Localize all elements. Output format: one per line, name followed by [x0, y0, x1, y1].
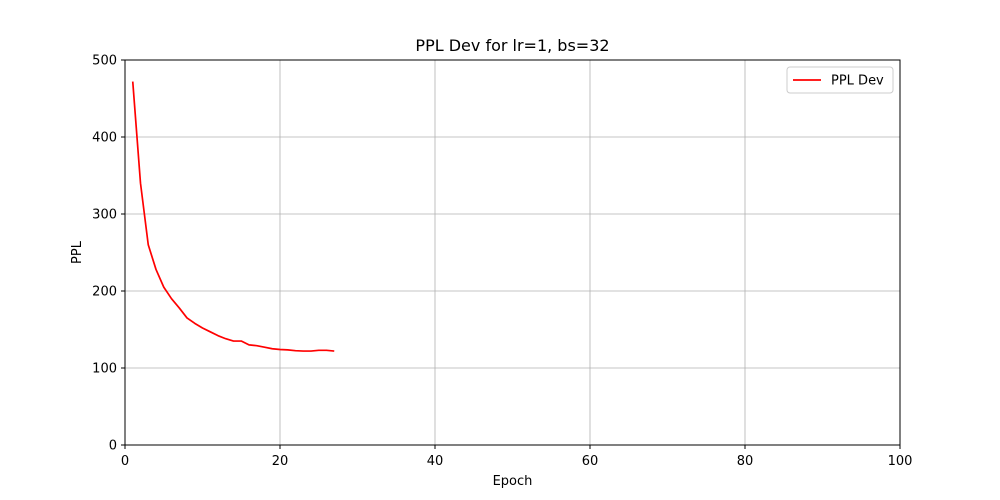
- chart-title: PPL Dev for lr=1, bs=32: [415, 36, 609, 55]
- legend: PPL Dev: [786, 66, 894, 94]
- ticks: 0 20 40 60 80 100 0 100 200 300 400 500: [92, 54, 912, 470]
- y-tick-label: 300: [92, 208, 117, 223]
- x-tick-label: 100: [888, 454, 913, 469]
- x-tick-label: 20: [272, 454, 289, 469]
- x-axis-label: Epoch: [493, 474, 533, 489]
- x-tick-label: 60: [582, 454, 599, 469]
- x-tick-label: 0: [121, 454, 129, 469]
- y-axis-label: PPL: [70, 240, 85, 264]
- plot-frame: [124, 59, 901, 446]
- y-tick-label: 400: [92, 131, 117, 146]
- series-layer: [131, 81, 335, 352]
- y-tick-label: 200: [92, 285, 117, 300]
- legend-label: PPL Dev: [831, 74, 884, 89]
- series-line-ppl-dev: [131, 81, 335, 352]
- x-tick-label: 80: [737, 454, 754, 469]
- y-tick-label: 100: [92, 362, 117, 377]
- y-tick-label: 0: [109, 439, 117, 454]
- legend-box: [786, 66, 894, 94]
- x-tick-label: 40: [427, 454, 444, 469]
- y-tick-label: 500: [92, 54, 117, 69]
- grid-lines: [124, 59, 901, 446]
